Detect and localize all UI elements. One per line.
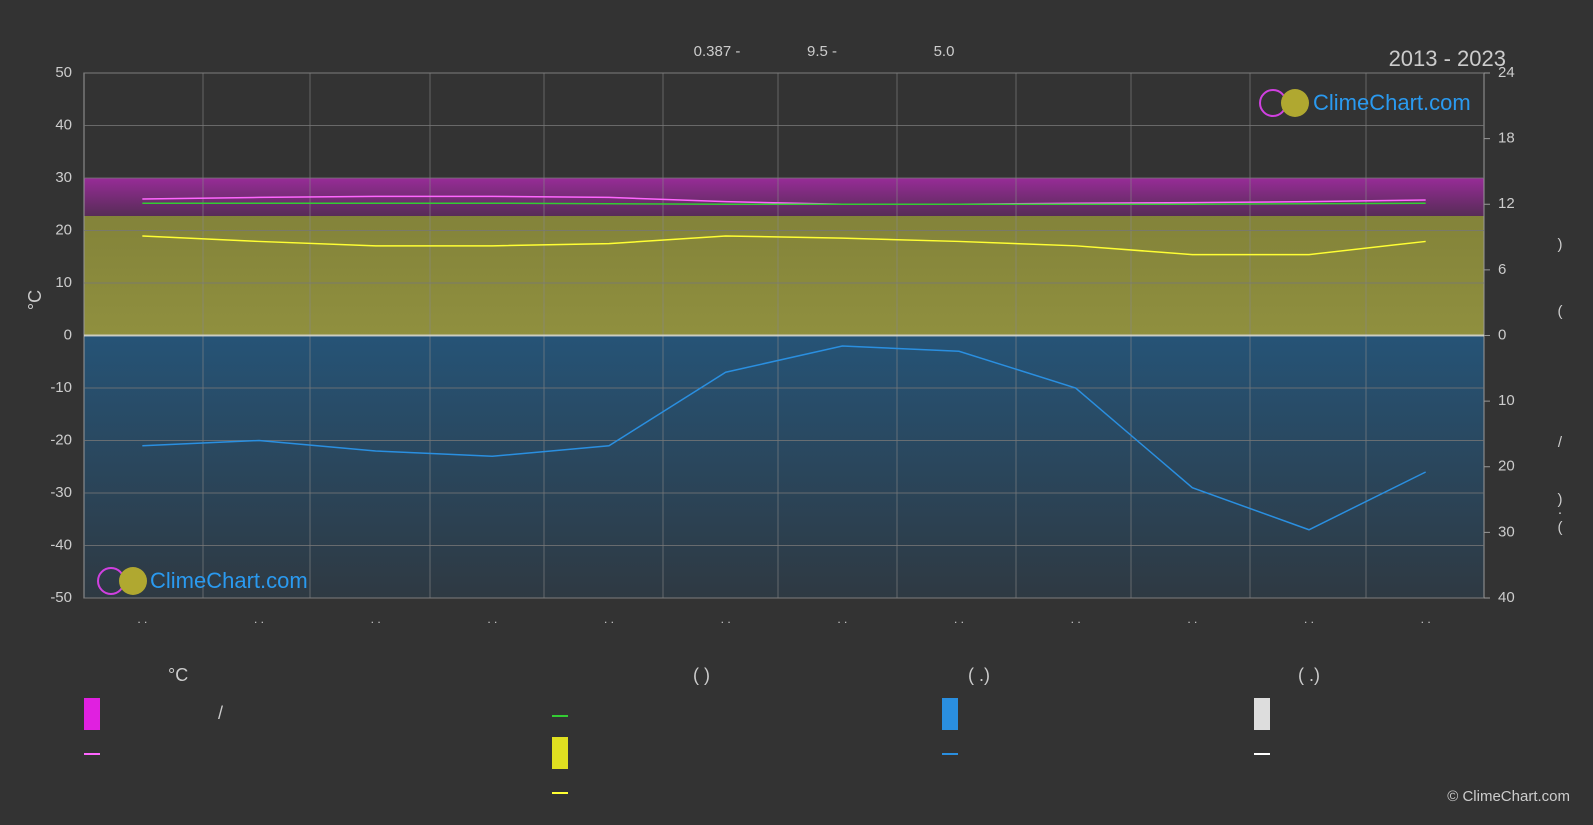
series-line [142,345,1427,531]
legend-header: ( .) [968,665,990,685]
chart-title: 2013 - 2023 [1389,46,1506,71]
stat: 0.387 - [694,43,741,60]
logo: ClimeChart.com [1259,89,1471,117]
x-tick-label: . . [1421,612,1431,626]
legend-swatch [942,698,958,730]
x-tick-label: . . [137,612,147,626]
y2-tick-label: 12 [1498,195,1515,212]
y2-tick-label: 0 [1498,326,1506,343]
y-tick-label: 40 [55,116,72,133]
x-tick-label: . . [1071,612,1081,626]
y-tick-label: -30 [50,484,72,501]
x-tick-label: . . [254,612,264,626]
legend-swatch [552,737,568,769]
series-line [142,195,1426,205]
y3-tick-label: 30 [1498,523,1515,540]
x-tick-label: . . [371,612,381,626]
band [84,336,1484,598]
y3-tick-label: 40 [1498,589,1515,606]
y3-axis-label: · [1558,504,1563,521]
x-tick-label: . . [604,612,614,626]
legend-header: ( ) [693,665,710,685]
y-tick-label: 20 [55,221,72,238]
y2-axis-label: ) [1558,236,1563,253]
legend: °C ( ) ( .) ( .) / [84,665,1320,794]
logo: ClimeChart.com [97,567,308,595]
y-tick-label: -20 [50,431,72,448]
legend-header: ( .) [1298,665,1320,685]
y2-axis-label: ( [1558,303,1563,320]
y-axis-label: °C [25,290,45,310]
y3-tick-label: 20 [1498,458,1515,475]
logo-text: ClimeChart.com [150,568,308,593]
y-tick-label: 10 [55,274,72,291]
y2-tick-label: 18 [1498,130,1515,147]
x-tick-label: . . [954,612,964,626]
y3-axis-label: ( [1558,519,1563,536]
y3-tick-label: 10 [1498,392,1515,409]
y-tick-label: 30 [55,169,72,186]
copyright: © ClimeChart.com [1447,788,1570,805]
y-tick-label: 0 [64,326,72,343]
x-tick-label: . . [487,612,497,626]
stat: 9.5 - [807,43,837,60]
stat: 5.0 [934,43,955,60]
x-tick-label: . . [1187,612,1197,626]
band [84,216,1484,336]
y2-tick-label: 24 [1498,64,1515,81]
y-tick-label: 50 [55,64,72,81]
legend-swatch [84,698,100,730]
y3-axis-label: ) [1558,491,1563,508]
legend-swatch [1254,698,1270,730]
x-tick-label: . . [1304,612,1314,626]
legend-text: / [218,703,223,723]
y3-axis-label: / [1558,434,1563,451]
series-line [142,202,1426,205]
logo-text: ClimeChart.com [1313,90,1471,115]
x-tick-label: . . [837,612,847,626]
y-tick-label: -40 [50,536,72,553]
x-tick-label: . . [721,612,731,626]
y-tick-label: -50 [50,589,72,606]
y2-tick-label: 6 [1498,261,1506,278]
series-line [142,235,1426,256]
y-tick-label: -10 [50,379,72,396]
legend-header: °C [168,665,188,685]
